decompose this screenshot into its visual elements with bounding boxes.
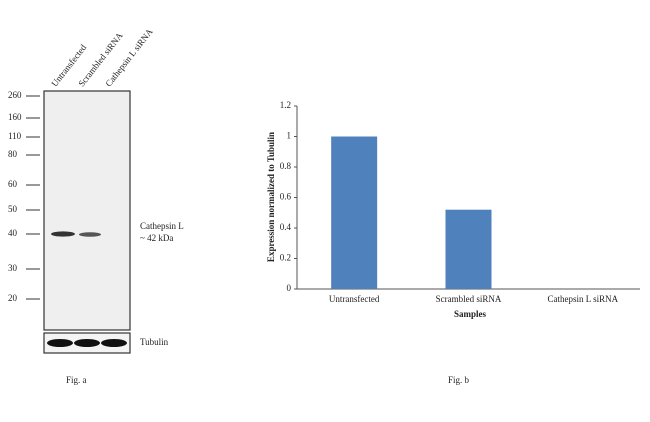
- tubulin-band: [47, 339, 73, 347]
- marker-label: 160: [8, 112, 22, 122]
- x-tick-label: Scrambled siRNA: [436, 294, 502, 304]
- bar: [445, 209, 492, 289]
- marker-label: 260: [8, 90, 22, 100]
- y-tick-label: 0.2: [280, 253, 291, 263]
- x-tick-label: Cathepsin L siRNA: [547, 294, 618, 304]
- bar: [331, 136, 378, 289]
- marker-label: 80: [8, 149, 18, 159]
- marker-label: 30: [8, 263, 18, 273]
- y-tick-label: 0.4: [280, 222, 292, 232]
- marker-label: 20: [8, 293, 18, 303]
- band-label: Cathepsin L: [140, 221, 184, 231]
- y-tick-label: 0.6: [280, 192, 292, 202]
- lane-label: Cathepsin L siRNA: [103, 26, 155, 88]
- marker-label: 110: [8, 131, 22, 141]
- x-axis-label: Samples: [454, 309, 487, 319]
- y-tick-label: 1: [287, 131, 292, 141]
- y-axis-label: Expression normalized to Tubulin: [266, 132, 276, 262]
- marker-label: 60: [8, 179, 18, 189]
- marker-label: 40: [8, 228, 18, 238]
- blot-band: [51, 231, 75, 237]
- x-tick-label: Untransfected: [329, 294, 380, 304]
- tubulin-label: Tubulin: [140, 337, 169, 347]
- marker-label: 50: [8, 204, 18, 214]
- blot-band: [79, 232, 101, 237]
- y-tick-label: 0: [287, 283, 292, 293]
- band-label: ~ 42 kDa: [140, 233, 173, 243]
- caption: Fig. a: [66, 375, 87, 385]
- blot-membrane: [43, 90, 131, 331]
- caption: Fig. b: [448, 375, 470, 385]
- y-tick-label: 1.2: [280, 100, 291, 110]
- tubulin-band: [101, 339, 127, 347]
- tubulin-band: [74, 339, 100, 347]
- y-tick-label: 0.8: [280, 161, 292, 171]
